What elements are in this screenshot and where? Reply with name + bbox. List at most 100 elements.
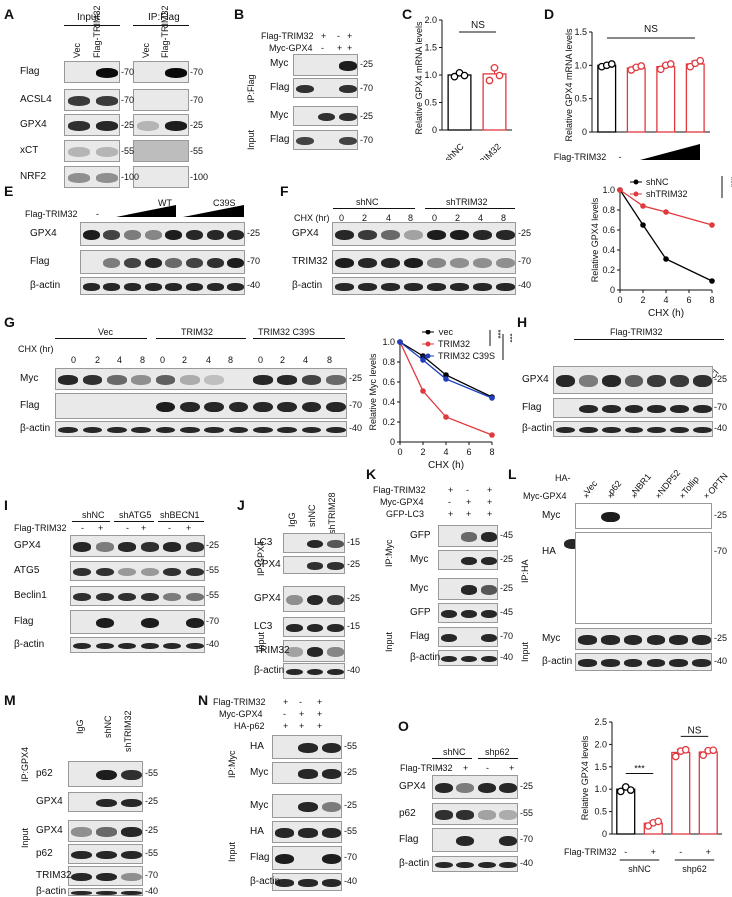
sign: + [463, 763, 469, 773]
sign: - [337, 31, 340, 41]
blot-label: p62 [399, 808, 416, 819]
band [473, 283, 492, 291]
blot-label: β-actin [522, 423, 553, 434]
x-axis-title: Flag-TRIM32 [554, 152, 607, 162]
band [95, 96, 119, 106]
band [624, 426, 644, 434]
sign: + [317, 697, 323, 707]
blot-strip [272, 873, 342, 891]
band [456, 782, 475, 794]
band [252, 401, 273, 413]
time-label: 2 [362, 213, 368, 223]
data-point [666, 60, 675, 68]
time-label: 0 [160, 355, 166, 365]
band [578, 659, 597, 667]
row-label: HA-p62 [234, 721, 265, 731]
blot-label: GPX4 [292, 228, 319, 239]
blot-label: LC3 [254, 621, 273, 632]
band [480, 633, 497, 643]
blot-label: Myc [410, 583, 429, 594]
group-label: shNC [82, 510, 105, 520]
band [95, 642, 114, 650]
blot-strip [553, 366, 713, 394]
band [155, 401, 176, 413]
series-line [619, 189, 713, 226]
band [140, 642, 159, 650]
legend-label: TRIM32 C39S [438, 351, 495, 361]
blot-strip [432, 828, 518, 852]
data-point [450, 72, 459, 81]
band [67, 147, 91, 157]
data-point [681, 745, 690, 754]
blot-strip [332, 222, 516, 246]
data-point [495, 71, 504, 80]
band [163, 567, 182, 577]
mw-marker: -40 [344, 876, 358, 886]
y-tick-label: 2.0 [424, 15, 437, 25]
band [427, 257, 446, 269]
band [306, 594, 324, 606]
y-axis-title: Relative Myc levels [368, 353, 378, 431]
group-label: shTRIM32 [446, 197, 488, 207]
data-point [616, 787, 625, 796]
ip-label: IP:Myc [384, 539, 394, 567]
row-label: Flag-TRIM32 [25, 209, 78, 219]
series-line [399, 341, 493, 398]
band [285, 623, 303, 633]
blot-strip [133, 61, 189, 83]
band [427, 283, 446, 291]
x-tick-label: 2 [420, 447, 425, 457]
x-tick-label: 0 [617, 295, 622, 305]
x-tick-label: 4 [443, 447, 448, 457]
band [285, 647, 303, 657]
sign: + [704, 491, 710, 501]
sign: + [466, 497, 472, 507]
band [301, 401, 322, 413]
blot-label: Myc [270, 110, 289, 121]
mw-marker: -40 [714, 656, 728, 666]
blot-label: HA [250, 741, 264, 752]
mw-marker: -55 [121, 146, 135, 156]
band [450, 229, 469, 241]
y-tick-label: 0.5 [574, 94, 587, 104]
band [456, 835, 475, 847]
band [647, 375, 667, 387]
band [96, 872, 117, 882]
band [477, 782, 496, 794]
band [306, 647, 324, 657]
mw-marker: -15 [347, 537, 361, 547]
band [460, 556, 478, 566]
blot-strip [283, 556, 345, 574]
ip-label: IP:Flag [246, 74, 256, 103]
band [578, 635, 597, 645]
band [95, 147, 119, 157]
band [647, 426, 667, 434]
mw-marker: -70 [500, 631, 514, 641]
mw-marker: -70 [190, 67, 204, 77]
data-point [709, 222, 715, 228]
blot-strip [133, 166, 189, 188]
band [358, 229, 377, 241]
band [67, 96, 91, 106]
data-point [640, 203, 646, 209]
mw-marker: -70 [714, 546, 728, 556]
band [71, 850, 92, 860]
lane-label: IgG [287, 512, 297, 527]
blot-strip [55, 368, 347, 390]
panel-letter: B [234, 6, 245, 22]
sign: - [679, 847, 682, 857]
mw-marker: -25 [500, 554, 514, 564]
band [118, 542, 137, 552]
band [480, 609, 497, 619]
blot-label: xCT [20, 145, 39, 156]
time-label: 0 [339, 213, 345, 223]
ip-header: IP:Flag [148, 12, 180, 23]
group-label: TRIM32 C39S [258, 327, 316, 337]
band [95, 567, 114, 577]
data-point [709, 278, 715, 284]
panel-letter: K [366, 466, 377, 482]
band [325, 426, 346, 434]
data-point [489, 395, 495, 401]
mw-marker: -40 [349, 423, 363, 433]
band [578, 375, 598, 387]
